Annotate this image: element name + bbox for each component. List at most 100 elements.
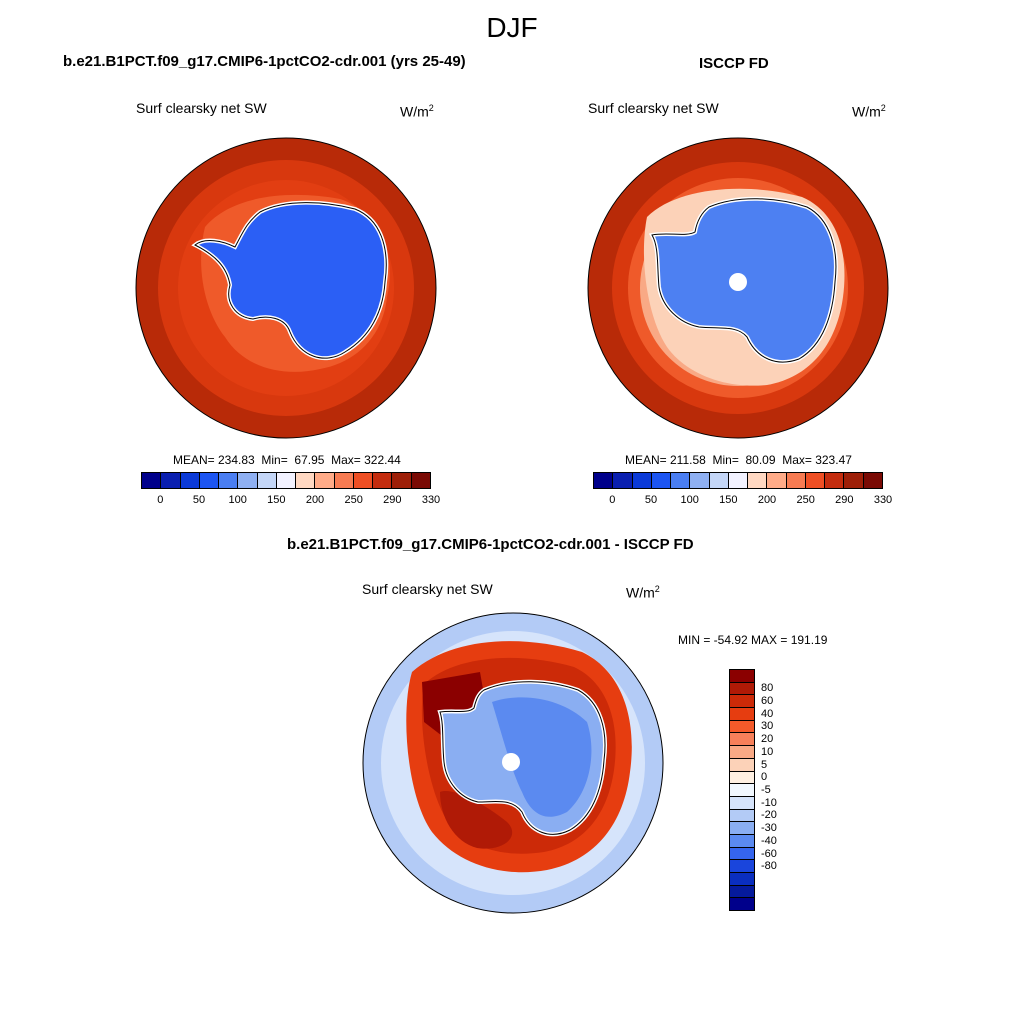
colorbar-swatch bbox=[392, 473, 412, 488]
colorbar-swatch bbox=[730, 682, 754, 696]
colorbar-level-label: -60 bbox=[761, 847, 777, 860]
colorbar-swatch bbox=[730, 720, 754, 734]
colorbar-swatch bbox=[730, 670, 754, 683]
colorbar-swatch bbox=[805, 473, 826, 488]
colorbar-swatch bbox=[728, 473, 749, 488]
colorbar-swatch bbox=[353, 473, 374, 488]
colorbar-swatch bbox=[613, 473, 633, 488]
colorbar-swatch bbox=[296, 473, 316, 488]
colorbar-tick-label: 150 bbox=[267, 494, 286, 506]
colorbar-swatch bbox=[825, 473, 845, 488]
colorbar-tick-label: 0 bbox=[157, 494, 164, 506]
colorbar-level-label: -10 bbox=[761, 796, 777, 809]
colorbar-swatch bbox=[730, 809, 754, 823]
model-panel-title: b.e21.B1PCT.f09_g17.CMIP6-1pctCO2-cdr.00… bbox=[63, 53, 466, 70]
colorbar-tick-label: 50 bbox=[192, 494, 206, 506]
colorbar-swatch bbox=[671, 473, 691, 488]
colorbar-swatch bbox=[334, 473, 354, 488]
model-stats: MEAN= 234.83 Min= 67.95 Max= 322.44 bbox=[173, 453, 401, 467]
colorbar-swatch bbox=[730, 834, 754, 848]
colorbar-swatch bbox=[411, 473, 430, 488]
colorbar-swatch bbox=[161, 473, 181, 488]
colorbar-swatch bbox=[730, 733, 754, 747]
colorbar-swatch bbox=[730, 860, 754, 873]
colorbar-swatch bbox=[730, 708, 754, 721]
colorbar-tick-label: 100 bbox=[228, 494, 247, 506]
colorbar-tick-label: 290 bbox=[835, 494, 854, 506]
colorbar-tick-label: 330 bbox=[873, 494, 893, 506]
colorbar-tick-label: 330 bbox=[421, 494, 441, 506]
colorbar-swatch bbox=[730, 746, 754, 759]
diff-panel-title: b.e21.B1PCT.f09_g17.CMIP6-1pctCO2-cdr.00… bbox=[287, 536, 694, 553]
colorbar-swatch bbox=[730, 898, 754, 911]
colorbar-level-label: 80 bbox=[761, 682, 774, 695]
colorbar-tick-label: 290 bbox=[383, 494, 402, 506]
colorbar-level-label: -80 bbox=[761, 860, 777, 873]
colorbar-swatch bbox=[730, 771, 754, 785]
colorbar-level-label: 20 bbox=[761, 733, 774, 746]
colorbar-swatch bbox=[709, 473, 729, 488]
colorbar-level-label: 30 bbox=[761, 720, 774, 733]
colorbar-swatch bbox=[730, 885, 754, 899]
model-colorbar-ticks: 0 50 100 150 200 250 290 330 bbox=[141, 494, 440, 508]
colorbar-level-label: 0 bbox=[761, 771, 768, 784]
model-polar-map bbox=[135, 137, 437, 439]
colorbar-tick-label: 150 bbox=[719, 494, 738, 506]
colorbar-level-label: 40 bbox=[761, 707, 774, 720]
colorbar-tick-label: 200 bbox=[305, 494, 325, 506]
colorbar-swatch bbox=[199, 473, 220, 488]
colorbar-level-label: -30 bbox=[761, 822, 777, 835]
colorbar-swatch bbox=[730, 847, 754, 861]
colorbar-swatch bbox=[786, 473, 806, 488]
colorbar-tick-label: 200 bbox=[757, 494, 777, 506]
colorbar-tick-label: 250 bbox=[344, 494, 363, 506]
diff-stats: MIN = -54.92 MAX = 191.19 bbox=[678, 633, 828, 647]
colorbar-swatch bbox=[594, 473, 614, 488]
colorbar-swatch bbox=[863, 473, 882, 488]
season-title: DJF bbox=[486, 12, 538, 43]
colorbar-swatch bbox=[844, 473, 864, 488]
colorbar-swatch bbox=[748, 473, 768, 488]
colorbar-level-label: 5 bbox=[761, 758, 768, 771]
colorbar-swatch bbox=[219, 473, 239, 488]
colorbar-swatch bbox=[730, 758, 754, 772]
colorbar-swatch bbox=[276, 473, 297, 488]
colorbar-swatch bbox=[180, 473, 200, 488]
diff-field-name: Surf clearsky net SW bbox=[362, 581, 493, 597]
colorbar-swatch bbox=[315, 473, 335, 488]
colorbar-swatch bbox=[238, 473, 258, 488]
colorbar-tick-label: 0 bbox=[609, 494, 616, 506]
colorbar-swatch bbox=[730, 796, 754, 810]
colorbar-level-label: -20 bbox=[761, 809, 777, 822]
colorbar-swatch bbox=[651, 473, 672, 488]
colorbar-swatch bbox=[730, 822, 754, 835]
model-field-name: Surf clearsky net SW bbox=[136, 100, 267, 116]
obs-polar-map bbox=[587, 137, 889, 439]
colorbar-swatch bbox=[373, 473, 393, 488]
colorbar-swatch bbox=[767, 473, 787, 488]
obs-field-name: Surf clearsky net SW bbox=[588, 100, 719, 116]
colorbar-swatch bbox=[632, 473, 652, 488]
colorbar-level-label: -5 bbox=[761, 784, 771, 796]
colorbar-swatch bbox=[730, 873, 754, 886]
colorbar-level-label: 60 bbox=[761, 694, 774, 707]
colorbar-tick-label: 50 bbox=[644, 494, 658, 506]
obs-colorbar bbox=[593, 472, 883, 489]
diff-polar-map bbox=[362, 612, 664, 914]
diff-units: W/m2 bbox=[626, 584, 660, 601]
colorbar-swatch bbox=[257, 473, 277, 488]
colorbar-level-label: 10 bbox=[761, 745, 774, 758]
diff-colorbar-labels: 80 60 40 30 20 10 5 0 -5 -10 -20 -30 -40 -60 -80 bbox=[761, 669, 801, 911]
colorbar-swatch bbox=[730, 695, 754, 709]
colorbar-swatch bbox=[142, 473, 162, 488]
obs-colorbar-ticks: 0 50 100 150 200 250 290 330 bbox=[593, 494, 892, 508]
colorbar-swatch bbox=[690, 473, 710, 488]
obs-panel-title: ISCCP FD bbox=[699, 55, 769, 72]
colorbar-level-label: -40 bbox=[761, 834, 777, 847]
obs-units: W/m2 bbox=[852, 103, 886, 120]
model-units: W/m2 bbox=[400, 103, 434, 120]
model-colorbar bbox=[141, 472, 431, 489]
obs-stats: MEAN= 211.58 Min= 80.09 Max= 323.47 bbox=[625, 453, 852, 467]
diff-colorbar bbox=[729, 669, 755, 911]
colorbar-tick-label: 100 bbox=[680, 494, 699, 506]
